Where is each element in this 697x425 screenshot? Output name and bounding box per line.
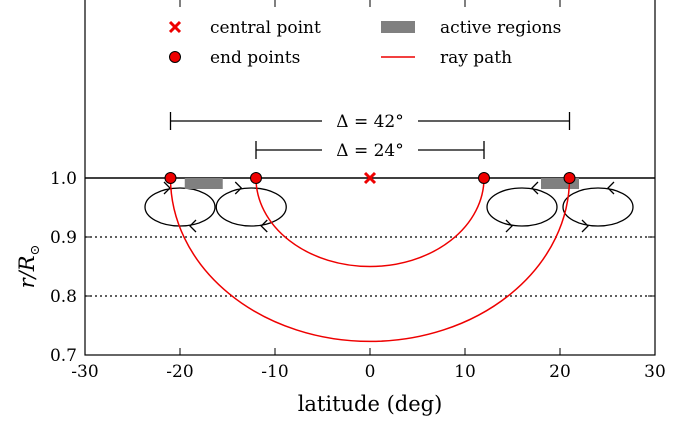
flow-cell	[486, 181, 558, 233]
x-tick-label: -10	[261, 362, 288, 382]
flow-cells	[144, 181, 634, 233]
svg-text:r/R⊙: r/R⊙	[15, 245, 43, 289]
flow-cell-arrow	[505, 219, 513, 233]
legend-label: ray path	[440, 48, 512, 68]
legend-x-marker	[168, 20, 182, 34]
ray-path	[169, 177, 571, 343]
legend-rect-marker	[381, 21, 415, 33]
legend-entry: ray path	[381, 48, 512, 68]
flow-cell-ellipse	[486, 187, 558, 227]
flow-cell-arrow	[234, 181, 243, 195]
x-tick-label: -30	[71, 362, 98, 382]
y-tick-label: 0.9	[50, 228, 77, 248]
flow-cell	[144, 181, 216, 233]
active-region	[184, 178, 223, 189]
legend-circle-marker	[169, 51, 181, 63]
distance-bracket: Δ = 24°	[255, 141, 485, 161]
y-axis-label-sub: ⊙	[28, 245, 43, 256]
flow-cell-arrow	[260, 219, 268, 233]
end-point	[563, 172, 576, 184]
flow-cell-arrow	[581, 219, 589, 233]
ray-paths	[169, 177, 571, 343]
central-point-stroke	[363, 171, 377, 185]
flow-cell-arrow	[531, 181, 539, 195]
distance-label: Δ = 42°	[336, 112, 403, 132]
x-tick-label: 0	[365, 362, 376, 382]
flow-cell-arrow	[607, 181, 615, 195]
x-tick-label: 10	[454, 362, 476, 382]
active-regions	[184, 178, 579, 189]
flow-cell-ellipse	[562, 187, 634, 227]
y-tick-label: 0.8	[50, 287, 77, 307]
y-axis-label-main: r/R	[15, 255, 39, 288]
flow-cell-arrow	[189, 219, 197, 233]
ray-path	[255, 177, 485, 268]
flow-cell	[562, 181, 634, 233]
legend-label: central point	[210, 18, 321, 38]
legend-entry: active regions	[381, 18, 561, 38]
x-tick-label: 30	[644, 362, 666, 382]
legend-label: end points	[210, 48, 300, 68]
legend-entry: end points	[169, 48, 300, 68]
distance-brackets: Δ = 42° Δ = 24°	[169, 112, 571, 161]
y-tick-label: 1.0	[50, 169, 77, 189]
end-point	[164, 172, 177, 184]
flow-cell-arrow	[163, 181, 171, 195]
flow-cell-ellipse	[215, 187, 287, 227]
active-region	[541, 178, 579, 189]
x-tick-label: -20	[166, 362, 193, 382]
points	[164, 171, 576, 185]
x-axis-label: latitude (deg)	[298, 392, 443, 416]
end-point	[478, 172, 490, 184]
flow-cell-ellipse	[144, 187, 216, 227]
end-point	[250, 172, 262, 184]
y-tick-label: 0.7	[50, 346, 77, 366]
x-tick-label: 20	[549, 362, 571, 382]
legend-entry: central point	[168, 18, 321, 38]
legend: central point active regions end points ray…	[168, 18, 561, 68]
y-axis-label: r/R⊙	[15, 245, 43, 289]
axis-ticks: -30 -20 -10 0 10 20 30 0.7 0.8 0.9 1.0	[50, 0, 666, 382]
legend-label: active regions	[440, 18, 561, 38]
distance-bracket: Δ = 42°	[169, 112, 571, 132]
flow-cell	[215, 181, 287, 233]
distance-label: Δ = 24°	[336, 141, 403, 161]
central-point-marker	[363, 171, 377, 185]
